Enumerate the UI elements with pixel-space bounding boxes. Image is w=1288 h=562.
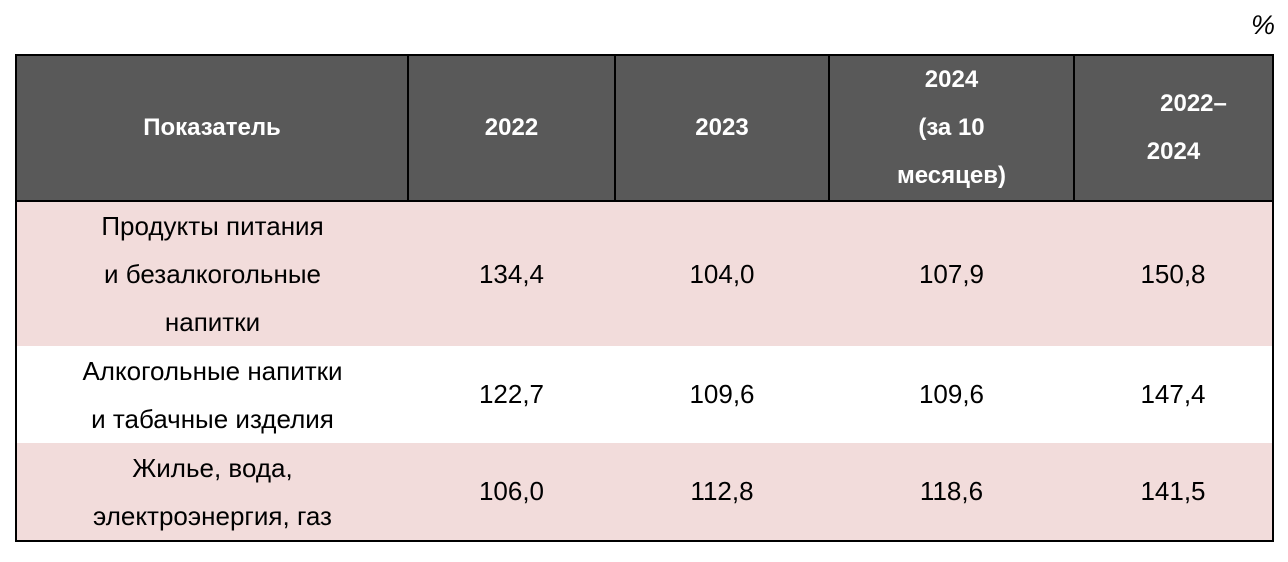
- value-cell-2022: 134,4: [408, 201, 615, 346]
- col-header-2023: 2023: [614, 54, 830, 202]
- value-cell-2022: 106,0: [408, 443, 615, 542]
- value-cell-2022: 122,7: [408, 346, 615, 443]
- value-cell-2022-2024: 141,5: [1074, 443, 1274, 542]
- indicator-cell: Продукты питания и безалкогольные напитк…: [15, 201, 408, 346]
- value-cell-2022-2024: 147,4: [1074, 346, 1274, 443]
- value-cell-2024: 107,9: [829, 201, 1074, 346]
- value-cell-2023: 109,6: [615, 346, 829, 443]
- col-header-2022-2024: 2022– 2024: [1073, 54, 1274, 202]
- col-header-2024-10-months: 2024 (за 10 месяцев): [828, 54, 1075, 202]
- price-index-table: Показатель 2022 2023 2024 (за 10 месяцев…: [15, 54, 1274, 542]
- col-header-indicator: Показатель: [15, 54, 409, 202]
- indicator-cell: Жилье, вода, электроэнергия, газ: [15, 443, 408, 542]
- value-cell-2023: 112,8: [615, 443, 829, 542]
- value-cell-2024: 109,6: [829, 346, 1074, 443]
- col-header-2022: 2022: [407, 54, 616, 202]
- value-cell-2022-2024: 150,8: [1074, 201, 1274, 346]
- table-row-alcohol-tobacco: Алкогольные напитки и табачные изделия 1…: [15, 346, 1274, 443]
- table-row-food: Продукты питания и безалкогольные напитк…: [15, 201, 1274, 346]
- value-cell-2023: 104,0: [615, 201, 829, 346]
- value-cell-2024: 118,6: [829, 443, 1074, 542]
- indicator-cell: Алкогольные напитки и табачные изделия: [15, 346, 408, 443]
- unit-percent-label: %: [1250, 10, 1275, 40]
- table-row-housing-utilities: Жилье, вода, электроэнергия, газ 106,0 1…: [15, 443, 1274, 542]
- header-row: Показатель 2022 2023 2024 (за 10 месяцев…: [15, 54, 1274, 202]
